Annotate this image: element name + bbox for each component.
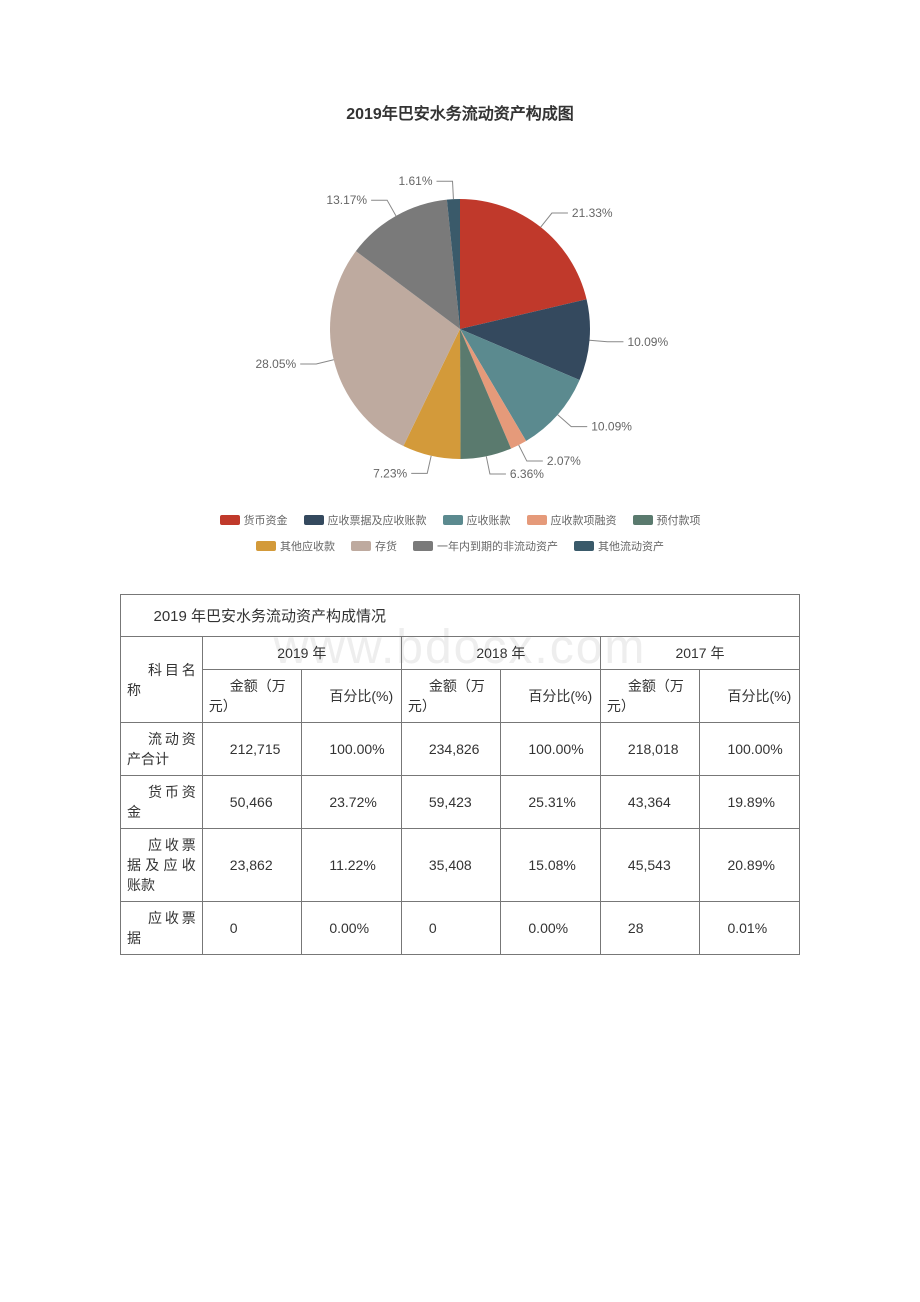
cell-percent: 15.08%: [501, 829, 601, 902]
slice-label: 7.23%: [373, 466, 407, 480]
table-row: 应收票据00.00%00.00%280.01%: [121, 902, 800, 955]
cell-amount: 0: [202, 902, 302, 955]
cell-percent: 100.00%: [302, 723, 402, 776]
cell-percent: 100.00%: [501, 723, 601, 776]
slice-label: 21.33%: [572, 206, 613, 220]
cell-name: 应收票据及应收账款: [121, 829, 203, 902]
table-row: 货币资金50,46623.72%59,42325.31%43,36419.89%: [121, 776, 800, 829]
sub-header-amount: 金额（万元）: [600, 670, 700, 723]
col-header-2019: 2019 年: [202, 637, 401, 670]
leader-line: [300, 360, 333, 364]
cell-amount: 45,543: [600, 829, 700, 902]
cell-amount: 59,423: [401, 776, 501, 829]
sub-header-amount: 金额（万元）: [401, 670, 501, 723]
legend-item: 货币资金: [220, 512, 288, 528]
chart-legend: 货币资金 应收票据及应收账款 应收账款 应收款项融资 预付款项其他应收款 存货 一年内到期的…: [180, 512, 740, 554]
legend-label: 应收账款: [467, 512, 511, 528]
col-header-name: 科目名称: [121, 637, 203, 723]
legend-item: 一年内到期的非流动资产: [413, 538, 558, 554]
cell-amount: 50,466: [202, 776, 302, 829]
slice-label: 1.61%: [398, 174, 432, 188]
pie-chart: 21.33% 10.09% 10.09% 2.07%6.36% 7.23% 28.05% 1…: [120, 144, 800, 564]
legend-swatch: [256, 541, 276, 551]
slice-label: 10.09%: [627, 335, 668, 349]
table-row: 流动资产合计212,715100.00%234,826100.00%218,01…: [121, 723, 800, 776]
legend-swatch: [304, 515, 324, 525]
cell-percent: 100.00%: [700, 723, 800, 776]
legend-swatch: [413, 541, 433, 551]
legend-label: 其他应收款: [280, 538, 335, 554]
legend-label: 其他流动资产: [598, 538, 664, 554]
legend-label: 货币资金: [244, 512, 288, 528]
col-header-2017: 2017 年: [600, 637, 799, 670]
legend-swatch: [633, 515, 653, 525]
legend-swatch: [351, 541, 371, 551]
legend-item: 其他流动资产: [574, 538, 664, 554]
leader-line: [437, 181, 454, 199]
legend-label: 一年内到期的非流动资产: [437, 538, 558, 554]
cell-amount: 218,018: [600, 723, 700, 776]
table-row: 应收票据及应收账款23,86211.22%35,40815.08%45,5432…: [121, 829, 800, 902]
cell-percent: 25.31%: [501, 776, 601, 829]
cell-amount: 43,364: [600, 776, 700, 829]
cell-percent: 0.01%: [700, 902, 800, 955]
legend-swatch: [574, 541, 594, 551]
cell-percent: 19.89%: [700, 776, 800, 829]
leader-line: [558, 415, 588, 427]
legend-item: 预付款项: [633, 512, 701, 528]
cell-amount: 35,408: [401, 829, 501, 902]
leader-line: [519, 445, 543, 461]
cell-percent: 11.22%: [302, 829, 402, 902]
cell-amount: 212,715: [202, 723, 302, 776]
table-header-row-1: 科目名称 2019 年 2018 年 2017 年: [121, 637, 800, 670]
legend-label: 应收票据及应收账款: [328, 512, 427, 528]
table-caption-row: 2019 年巴安水务流动资产构成情况: [121, 595, 800, 637]
slice-label: 6.36%: [510, 467, 544, 481]
col-header-2018: 2018 年: [401, 637, 600, 670]
cell-amount: 28: [600, 902, 700, 955]
legend-item: 应收账款: [443, 512, 511, 528]
data-table: 2019 年巴安水务流动资产构成情况 科目名称 2019 年 2018 年 20…: [120, 594, 800, 955]
legend-swatch: [220, 515, 240, 525]
cell-name: 货币资金: [121, 776, 203, 829]
slice-label: 28.05%: [256, 357, 297, 371]
leader-line: [590, 340, 624, 342]
legend-label: 应收款项融资: [551, 512, 617, 528]
sub-header-amount: 金额（万元）: [202, 670, 302, 723]
leader-line: [486, 456, 506, 474]
cell-name: 流动资产合计: [121, 723, 203, 776]
slice-label: 13.17%: [326, 193, 367, 207]
sub-header-percent: 百分比(%): [700, 670, 800, 723]
cell-amount: 23,862: [202, 829, 302, 902]
sub-header-percent: 百分比(%): [302, 670, 402, 723]
legend-item: 存货: [351, 538, 397, 554]
cell-amount: 0: [401, 902, 501, 955]
cell-percent: 20.89%: [700, 829, 800, 902]
table-header-row-2: 金额（万元） 百分比(%) 金额（万元） 百分比(%) 金额（万元） 百分比(%…: [121, 670, 800, 723]
leader-line: [371, 200, 396, 216]
sub-header-percent: 百分比(%): [501, 670, 601, 723]
legend-item: 应收款项融资: [527, 512, 617, 528]
cell-percent: 0.00%: [302, 902, 402, 955]
slice-label: 2.07%: [547, 454, 581, 468]
chart-title: 2019年巴安水务流动资产构成图: [120, 100, 800, 124]
leader-line: [541, 213, 568, 227]
table-caption: 2019 年巴安水务流动资产构成情况: [121, 595, 800, 637]
cell-percent: 23.72%: [302, 776, 402, 829]
leader-line: [411, 456, 431, 474]
legend-item: 其他应收款: [256, 538, 335, 554]
legend-item: 应收票据及应收账款: [304, 512, 427, 528]
cell-amount: 234,826: [401, 723, 501, 776]
slice-label: 10.09%: [591, 420, 632, 434]
cell-percent: 0.00%: [501, 902, 601, 955]
legend-label: 预付款项: [657, 512, 701, 528]
cell-name: 应收票据: [121, 902, 203, 955]
legend-swatch: [443, 515, 463, 525]
legend-swatch: [527, 515, 547, 525]
legend-label: 存货: [375, 538, 397, 554]
